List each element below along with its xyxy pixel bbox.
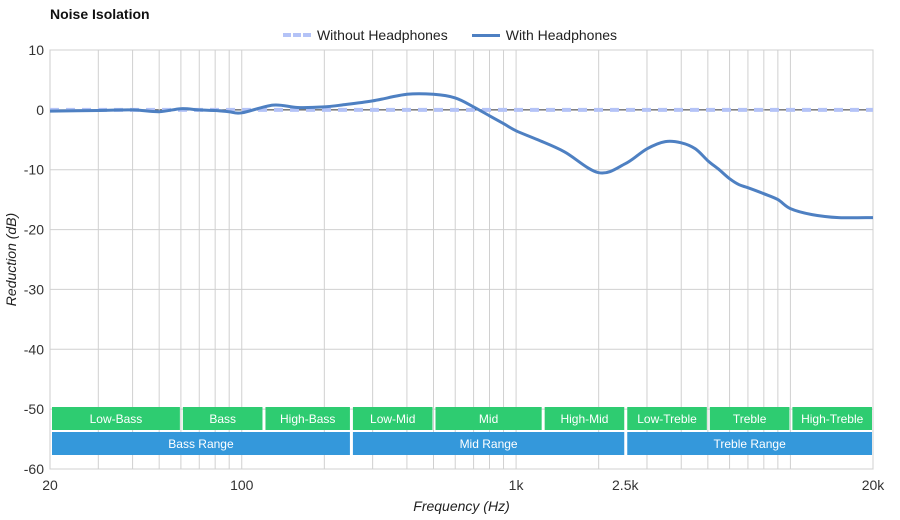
band-label: High-Treble — [801, 412, 864, 426]
legend-label: Without Headphones — [316, 27, 448, 43]
legend-label: With Headphones — [505, 27, 618, 43]
band-low-bass — [52, 407, 180, 430]
y-tick-label: -40 — [24, 341, 44, 357]
band-bass — [182, 407, 263, 430]
legend-swatch-dashed — [282, 33, 311, 37]
y-tick-label: -50 — [24, 401, 44, 417]
band-treble-range — [627, 432, 872, 455]
band-label: High-Mid — [560, 412, 608, 426]
band-label: Treble Range — [713, 437, 786, 451]
y-axis-title: Reduction (dB) — [3, 213, 19, 306]
y-tick-label: -10 — [24, 162, 44, 178]
band-label: Low-Bass — [90, 412, 143, 426]
y-tick-label: -20 — [24, 222, 44, 238]
band-label: High-Bass — [280, 412, 335, 426]
band-high-mid — [544, 407, 625, 430]
series-line-with-headphones — [49, 92, 874, 220]
y-tick-label: 0 — [36, 102, 44, 118]
band-high-treble — [792, 407, 872, 430]
legend-swatch-solid — [471, 33, 500, 37]
y-tick-label: -60 — [24, 461, 44, 477]
x-tick-label: 20k — [862, 477, 886, 493]
band-bass-range — [52, 432, 350, 455]
legend-item-with-headphones[interactable]: With Headphones — [471, 27, 618, 43]
band-label: Treble — [733, 412, 767, 426]
band-mid — [435, 407, 542, 430]
band-label: Low-Mid — [370, 412, 415, 426]
band-label: Bass — [209, 412, 236, 426]
x-tick-label: 2.5k — [612, 477, 639, 493]
y-tick-label: -30 — [24, 281, 44, 297]
legend: Without Headphones With Headphones — [0, 27, 900, 43]
band-low-mid — [352, 407, 433, 430]
y-tick-label: 10 — [28, 42, 44, 58]
band-high-bass — [265, 407, 350, 430]
x-axis-title: Frequency (Hz) — [413, 498, 509, 514]
x-tick-label: 1k — [509, 477, 525, 493]
band-treble — [709, 407, 790, 430]
x-tick-label: 100 — [230, 477, 254, 493]
band-label: Mid Range — [460, 437, 518, 451]
x-tick-label: 20 — [42, 477, 58, 493]
band-low-treble — [627, 407, 707, 430]
legend-item-without-headphones[interactable]: Without Headphones — [282, 27, 448, 43]
chart-title: Noise Isolation — [50, 6, 150, 22]
band-label: Mid — [479, 412, 498, 426]
band-mid-range — [352, 432, 625, 455]
band-label: Bass Range — [168, 437, 234, 451]
band-label: Low-Treble — [637, 412, 697, 426]
plot-area — [49, 49, 874, 470]
